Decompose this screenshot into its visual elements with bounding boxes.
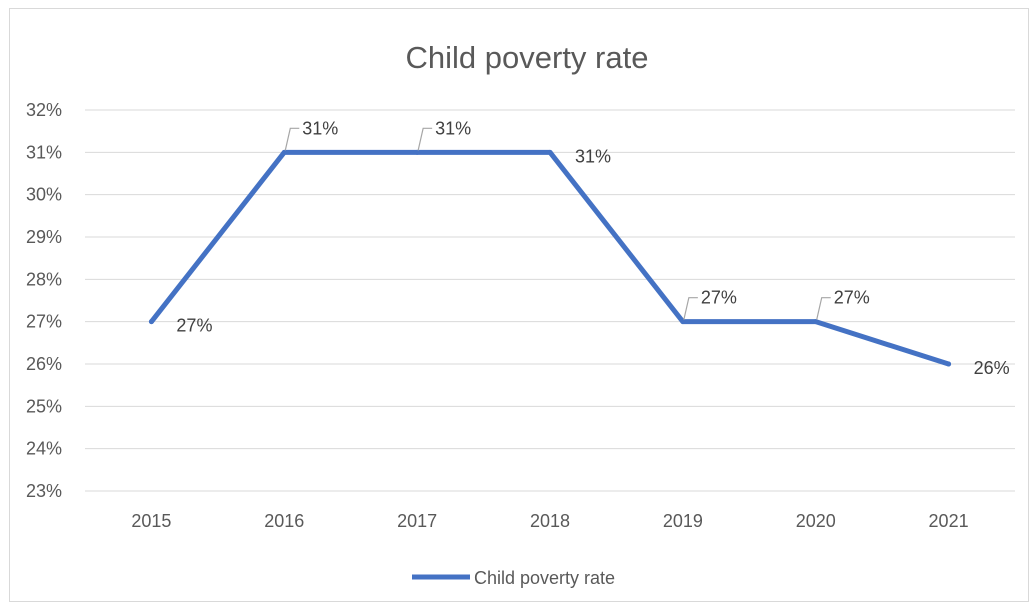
chart-frame bbox=[9, 8, 1029, 602]
series-line[interactable] bbox=[148, 149, 952, 367]
data-label-leader bbox=[284, 127, 300, 151]
data-point[interactable] bbox=[414, 149, 420, 155]
data-label: 27% bbox=[834, 288, 870, 308]
data-labels: 27% 31% 31% 31% 27% 27% 26% bbox=[176, 118, 1009, 378]
x-axis-ticks: 2015 2016 2017 2018 2019 2020 2021 bbox=[131, 511, 968, 531]
x-tick-label: 2019 bbox=[663, 511, 703, 531]
series-layer bbox=[148, 149, 952, 367]
data-point[interactable] bbox=[148, 319, 154, 325]
y-tick-label: 30% bbox=[26, 185, 62, 205]
data-label: 27% bbox=[701, 288, 737, 308]
data-label: 31% bbox=[435, 118, 471, 138]
y-tick-label: 28% bbox=[26, 269, 62, 289]
y-tick-label: 26% bbox=[26, 354, 62, 374]
data-label: 26% bbox=[974, 358, 1010, 378]
y-tick-label: 29% bbox=[26, 227, 62, 247]
y-tick-label: 32% bbox=[26, 100, 62, 120]
x-tick-label: 2018 bbox=[530, 511, 570, 531]
x-tick-label: 2021 bbox=[929, 511, 969, 531]
data-point[interactable] bbox=[281, 149, 287, 155]
x-tick-label: 2020 bbox=[796, 511, 836, 531]
data-point[interactable] bbox=[547, 149, 553, 155]
data-label-leader bbox=[816, 297, 831, 320]
x-tick-label: 2017 bbox=[397, 511, 437, 531]
y-tick-label: 24% bbox=[26, 439, 62, 459]
data-label: 27% bbox=[176, 316, 212, 336]
gridlines bbox=[85, 109, 1015, 492]
chart-title: Child poverty rate bbox=[406, 40, 649, 75]
data-point[interactable] bbox=[813, 319, 819, 325]
data-label-leader bbox=[683, 297, 698, 320]
data-label: 31% bbox=[575, 146, 611, 166]
data-point[interactable] bbox=[680, 319, 686, 325]
y-tick-label: 25% bbox=[26, 396, 62, 416]
data-label-leader bbox=[417, 127, 433, 151]
legend-label: Child poverty rate bbox=[474, 568, 615, 588]
y-tick-label: 23% bbox=[26, 481, 62, 501]
y-axis-ticks: 23% 24% 25% 26% 27% 28% 29% 30% 31% 32% bbox=[26, 100, 62, 501]
x-tick-label: 2016 bbox=[264, 511, 304, 531]
x-tick-label: 2015 bbox=[131, 511, 171, 531]
data-point[interactable] bbox=[946, 361, 952, 367]
y-tick-label: 31% bbox=[26, 142, 62, 162]
y-tick-label: 27% bbox=[26, 312, 62, 332]
data-label: 31% bbox=[302, 118, 338, 138]
legend[interactable]: Child poverty rate bbox=[412, 568, 615, 588]
